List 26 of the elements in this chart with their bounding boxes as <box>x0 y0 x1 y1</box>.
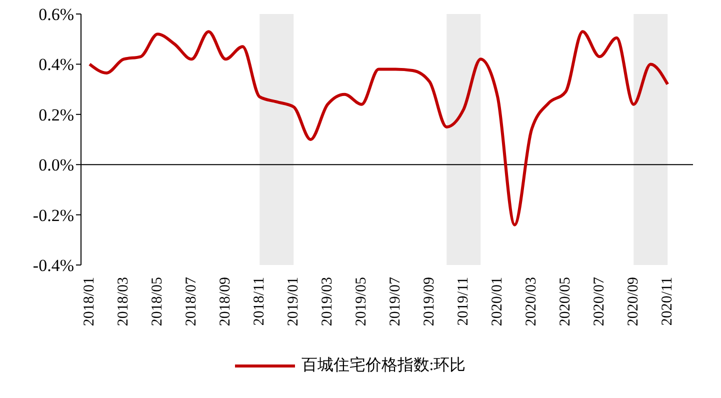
y-tick-label: 0.0% <box>38 156 74 175</box>
y-tick-label: 0.4% <box>38 55 74 74</box>
y-tick-label: 0.2% <box>38 105 74 124</box>
x-tick-label: 2019/05 <box>354 277 370 326</box>
x-tick-label: 2018/11 <box>252 277 268 326</box>
line-series <box>88 30 670 226</box>
x-tick-label: 2018/05 <box>150 277 166 326</box>
x-tick-label: 2019/09 <box>422 277 438 326</box>
x-tick-label: 2020/11 <box>660 277 676 326</box>
y-tick-label: -0.4% <box>32 256 74 276</box>
x-tick-label: 2019/01 <box>286 277 302 326</box>
x-tick-label: 2020/07 <box>592 276 608 326</box>
x-tick-label: 2019/11 <box>456 277 472 326</box>
y-tick-label: -0.2% <box>32 206 74 225</box>
x-tick-label: 2020/03 <box>524 277 540 326</box>
x-tick-label: 2020/05 <box>558 277 574 326</box>
legend-label: 百城住宅价格指数:环比 <box>301 356 466 376</box>
x-tick-label: 2019/03 <box>320 277 336 326</box>
x-tick-label: 2018/01 <box>82 277 98 326</box>
x-tick-label: 2018/09 <box>218 277 234 326</box>
x-tick-label: 2019/07 <box>388 276 404 326</box>
x-tick-label: 2018/03 <box>116 277 132 326</box>
y-tick-label: 0.6% <box>38 5 74 24</box>
x-tick-label: 2020/09 <box>626 277 642 326</box>
x-tick-label: 2020/01 <box>490 277 506 326</box>
x-tick-label: 2018/07 <box>184 276 200 326</box>
